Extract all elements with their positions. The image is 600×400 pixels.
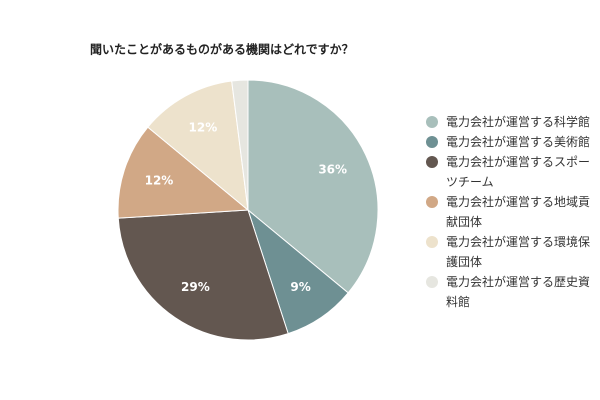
legend-label: 電力会社が運営する地域貢献団体 (446, 194, 590, 229)
legend-label: 電力会社が運営する科学館 (446, 114, 590, 129)
legend-marker (426, 156, 438, 168)
data-label: 29% (181, 280, 210, 294)
legend-label: 電力会社が運営する美術館 (446, 134, 590, 149)
legend-label: 電力会社が運営するスポーツチーム (446, 154, 590, 189)
legend-marker (426, 116, 438, 128)
data-label: 36% (318, 163, 347, 177)
pie-slice (231, 79, 249, 211)
pie-slice (117, 126, 250, 219)
data-label: 12% (145, 174, 174, 188)
data-label: 12% (189, 120, 218, 134)
legend-marker (426, 196, 438, 208)
chart-title: 聞いたことがあるものがある機関はどれですか？ (90, 42, 354, 57)
legend-label: 電力会社が運営する歴史資料館 (446, 274, 590, 309)
legend-marker (426, 276, 438, 288)
pie-slice (247, 79, 379, 294)
pie-slice (117, 209, 289, 341)
legend-marker (426, 136, 438, 148)
legend-label: 電力会社が運営する環境保護団体 (446, 234, 590, 269)
legend-marker (426, 236, 438, 248)
pie-slice (147, 80, 249, 212)
data-label: 9% (290, 280, 310, 294)
